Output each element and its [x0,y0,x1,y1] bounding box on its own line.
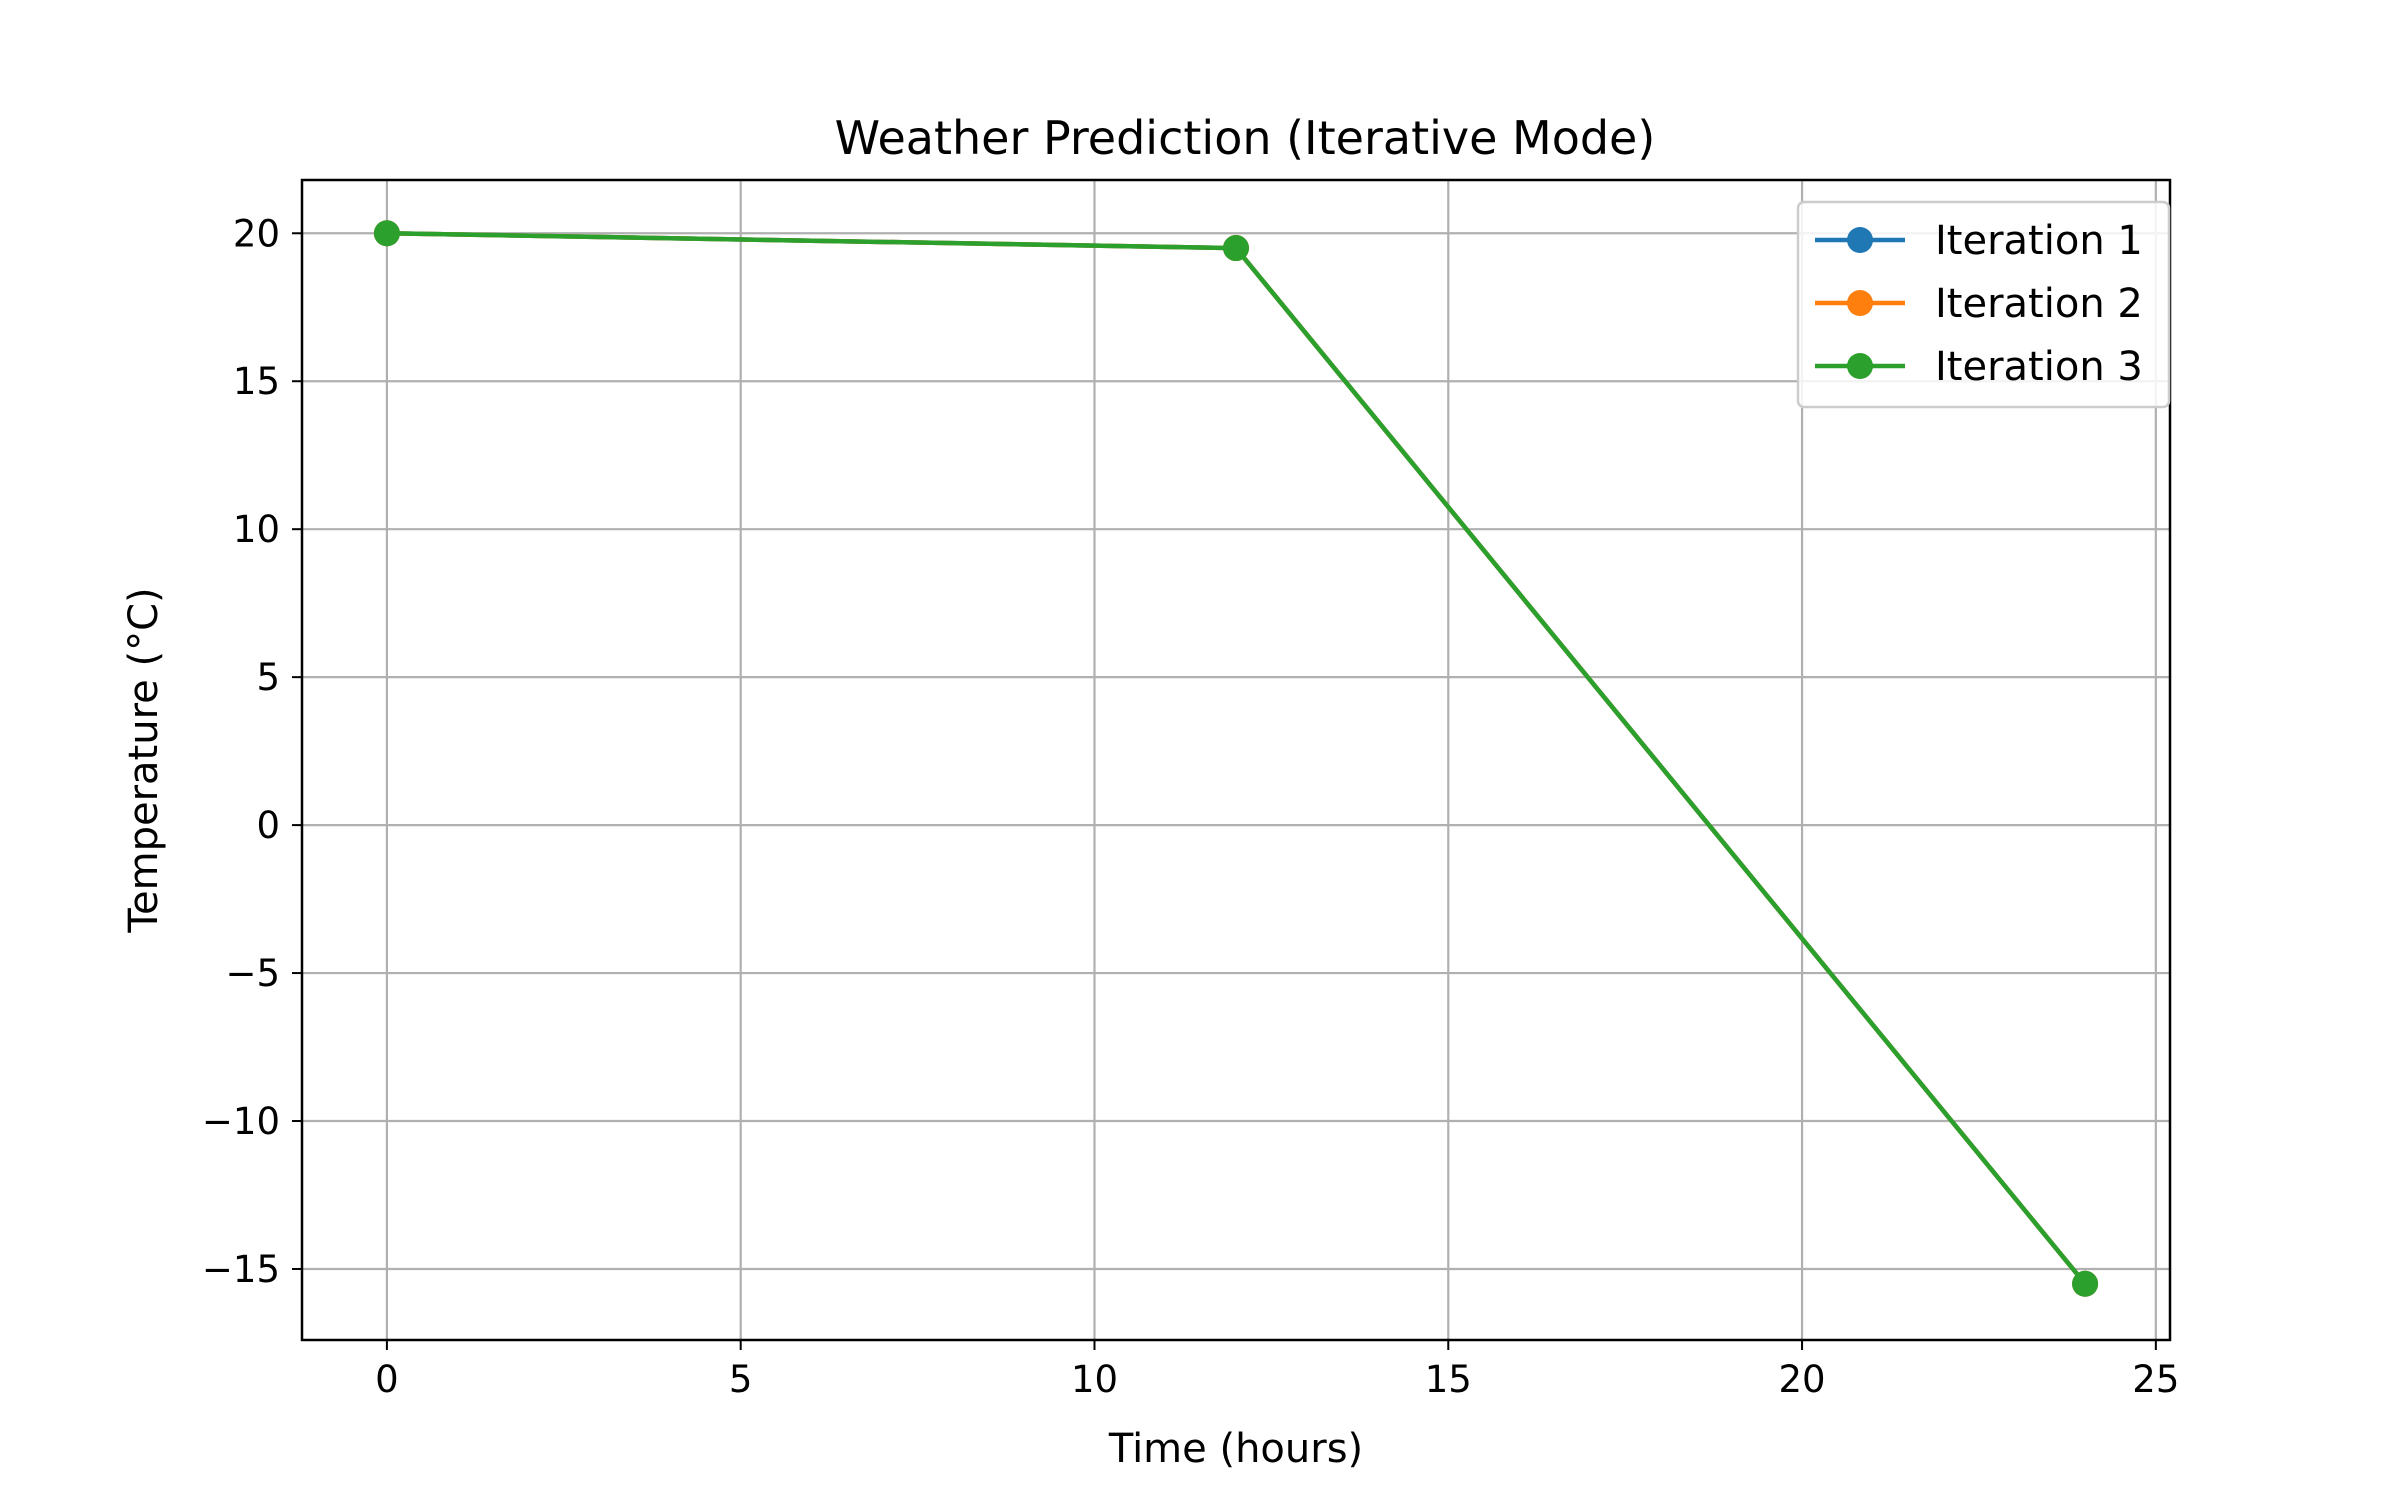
y-tick-label: −15 [202,1248,280,1291]
data-point [2072,1270,2099,1297]
legend-marker [1847,227,1873,253]
series-3 [373,220,2099,1297]
chart-title: Weather Prediction (Iterative Mode) [835,111,1656,165]
y-tick-label: 15 [233,360,280,403]
legend-label: Iteration 1 [1935,218,2143,264]
x-tick-label: 20 [1779,1358,1826,1401]
x-axis-title: Time (hours) [1108,1426,1363,1472]
axis-ticks: 0 5 10 15 20 25 −15 −10 −5 0 5 10 15 20 [202,212,2179,1401]
plot-area-frame [300,178,2172,1342]
y-tick-label: −10 [202,1100,280,1143]
y-tick-label: −5 [225,952,280,995]
x-tick-label: 0 [375,1358,399,1401]
y-tick-label: 5 [256,656,280,699]
legend-marker [1847,353,1873,379]
y-tick-label: 10 [233,508,280,551]
legend-label: Iteration 3 [1935,344,2143,390]
legend-item: Iteration 3 [1815,344,2143,390]
data-point [373,220,400,247]
x-tick-label: 10 [1071,1358,1118,1401]
x-tick-label: 5 [729,1358,753,1401]
y-axis-title: Temperature (°C) [121,587,167,933]
legend: Iteration 1 Iteration 2 Iteration 3 [1796,200,2171,409]
legend-item: Iteration 1 [1815,218,2143,264]
legend-marker [1847,290,1873,316]
legend-label: Iteration 2 [1935,281,2143,327]
x-tick-label: 15 [1425,1358,1472,1401]
x-tick-label: 25 [2132,1358,2179,1401]
series-group [373,220,2099,1297]
y-tick-label: 0 [256,804,280,847]
y-tick-label: 20 [233,212,280,255]
data-point [1223,235,1249,262]
legend-item: Iteration 2 [1815,281,2143,327]
legend-box [1796,200,2171,409]
